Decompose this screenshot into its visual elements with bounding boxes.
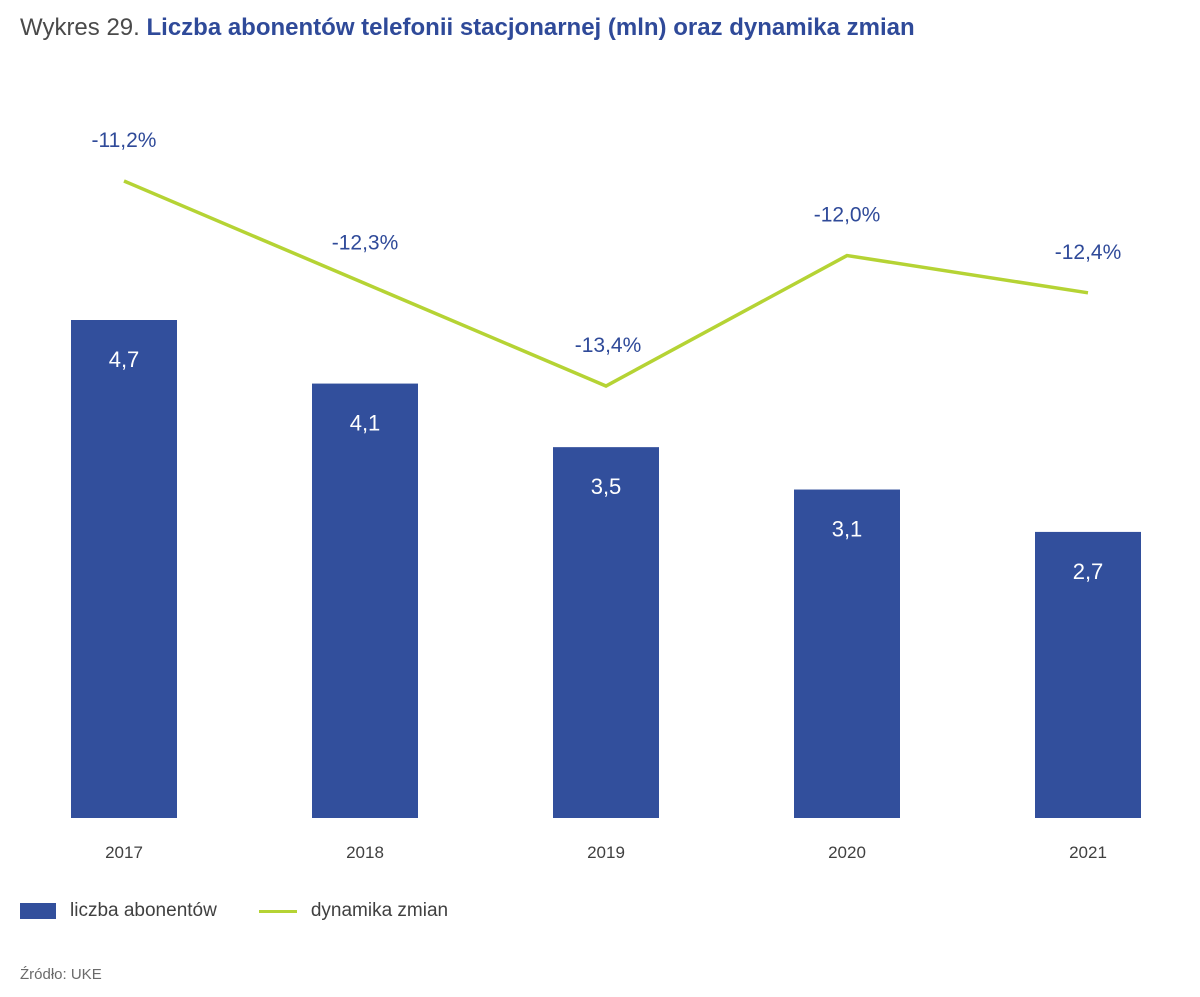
bar-2020: [794, 489, 900, 818]
line-dynamika-zmian: [123, 179, 1089, 388]
bar-value-label-2021: 2,7: [1073, 559, 1104, 584]
chart-title: Wykres 29. Liczba abonentów telefonii st…: [20, 14, 915, 42]
line-value-label-2020: -12,0%: [814, 204, 881, 227]
bar-value-label-2020: 3,1: [832, 517, 863, 542]
x-tick-label-2018: 2018: [346, 843, 384, 862]
line-value-label-2017: -11,2%: [92, 129, 157, 152]
x-tick-label-2021: 2021: [1069, 843, 1107, 862]
legend-bar-label: liczba abonentów: [70, 900, 217, 921]
legend-line-label: dynamika zmian: [310, 900, 449, 921]
line-value-label-2018: -12,3%: [332, 232, 399, 255]
legend-bar-swatch: [20, 903, 56, 919]
line-value-label-2019: -13,4%: [575, 334, 642, 357]
x-tick-label-2017: 2017: [105, 843, 143, 862]
legend-line-swatch: [258, 909, 297, 913]
bar-value-label-2017: 4,7: [109, 347, 140, 372]
bar-value-label-2018: 4,1: [350, 411, 381, 436]
line-value-label-2021: -12,4%: [1055, 241, 1122, 264]
chart-plot: 4,7 4,1 3,5 3,1 2,7 -11,2% -12,3% -13,4% -12,0% -…: [71, 129, 1141, 862]
x-tick-label-2019: 2019: [587, 843, 625, 862]
legend-item-line: dynamika zmian: [258, 900, 449, 922]
chart-legend: liczba abonentów dynamika zmian: [20, 900, 490, 922]
x-tick-label-2020: 2020: [828, 843, 866, 862]
source-note: Źródło: UKE: [20, 966, 102, 983]
bar-2018: [312, 383, 418, 818]
bar-2019: [553, 447, 659, 818]
chart-number: Wykres 29.: [20, 14, 140, 41]
bar-value-label-2019: 3,5: [591, 474, 622, 499]
legend-item-bars: liczba abonentów: [20, 900, 217, 922]
bar-2021: [1035, 531, 1141, 818]
chart-heading: Liczba abonentów telefonii stacjonarnej …: [146, 14, 915, 41]
bar-2017: [71, 320, 177, 818]
